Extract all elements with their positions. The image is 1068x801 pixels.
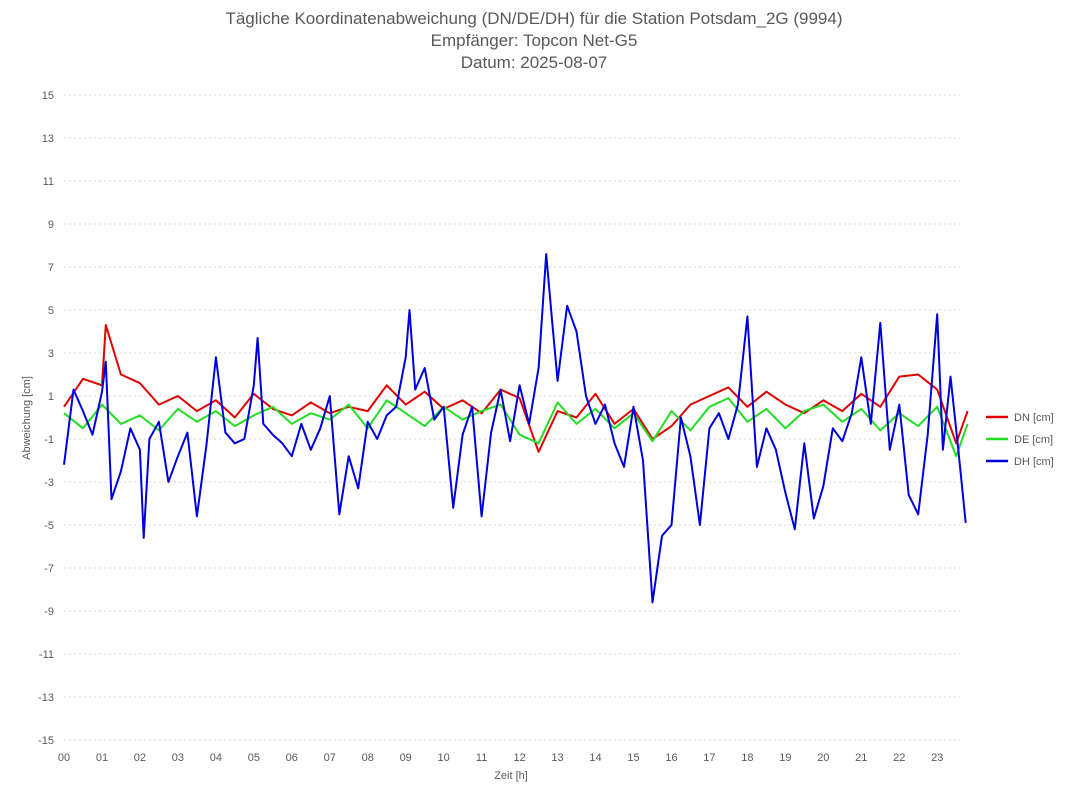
y-tick-label: 5 bbox=[48, 305, 54, 317]
y-tick-label: -11 bbox=[39, 649, 54, 661]
x-tick-label: 09 bbox=[400, 752, 412, 764]
x-tick-label: 05 bbox=[248, 752, 260, 764]
x-tick-label: 22 bbox=[893, 752, 905, 764]
grid-layer bbox=[64, 94, 960, 741]
x-tick-label: 14 bbox=[589, 752, 601, 764]
legend-label: DE [cm] bbox=[1014, 434, 1053, 446]
y-tick-label: 7 bbox=[48, 262, 54, 274]
x-tick-label: 16 bbox=[665, 752, 677, 764]
x-tick-label: 21 bbox=[855, 752, 867, 764]
y-tick-label: 9 bbox=[48, 219, 54, 231]
x-tick-label: 13 bbox=[551, 752, 563, 764]
x-tick-label: 19 bbox=[779, 752, 791, 764]
chart-subtitle-date: Datum: 2025-08-07 bbox=[460, 53, 608, 72]
x-tick-label: 08 bbox=[362, 752, 374, 764]
y-tick-label: 3 bbox=[48, 348, 54, 360]
x-tick-label: 12 bbox=[513, 752, 525, 764]
y-tick-label: 1 bbox=[48, 391, 54, 403]
x-tick-label: 17 bbox=[703, 752, 715, 764]
series-line-3 bbox=[63, 253, 967, 604]
y-tick-label: -15 bbox=[38, 735, 54, 747]
legend: DN [cm] DE [cm] DH [cm] bbox=[986, 412, 1054, 468]
y-axis-title: Abweichung [cm] bbox=[21, 376, 33, 460]
y-tick-label: 13 bbox=[42, 133, 54, 145]
y-tick-label: -5 bbox=[44, 520, 54, 532]
y-tick-label: -9 bbox=[44, 606, 54, 618]
x-tick-label: 03 bbox=[172, 752, 184, 764]
x-tick-label: 10 bbox=[438, 752, 450, 764]
x-tick-label: 00 bbox=[58, 752, 70, 764]
chart-title-block: Tägliche Koordinatenabweichung (DN/DE/DH… bbox=[0, 8, 1068, 74]
series-layer bbox=[63, 253, 969, 604]
x-tick-label: 04 bbox=[210, 752, 222, 764]
y-tick-label: -13 bbox=[38, 692, 54, 704]
x-tick-label: 11 bbox=[476, 752, 487, 764]
y-tick-label: -7 bbox=[44, 563, 54, 575]
x-tick-label: 23 bbox=[931, 752, 943, 764]
y-tick-label: -3 bbox=[44, 477, 54, 489]
x-axis-title: Zeit [h] bbox=[494, 770, 528, 782]
x-tick-label: 20 bbox=[817, 752, 829, 764]
series-line-2 bbox=[63, 397, 969, 458]
x-tick-label: 02 bbox=[134, 752, 146, 764]
legend-label: DH [cm] bbox=[1014, 456, 1054, 468]
x-tick-label: 01 bbox=[96, 752, 108, 764]
y-tick-label: 11 bbox=[43, 176, 54, 188]
y-tick-label: 15 bbox=[42, 90, 54, 102]
y-tick-label: -1 bbox=[44, 434, 54, 446]
x-tick-label: 18 bbox=[741, 752, 753, 764]
x-tick-label: 07 bbox=[324, 752, 336, 764]
legend-label: DN [cm] bbox=[1014, 412, 1054, 424]
x-tick-label: 06 bbox=[286, 752, 298, 764]
chart-subtitle-receiver: Empfänger: Topcon Net-G5 bbox=[430, 31, 638, 50]
series-line-1 bbox=[63, 324, 969, 453]
chart-title: Tägliche Koordinatenabweichung (DN/DE/DH… bbox=[225, 9, 843, 28]
y-tick-labels: 15 13 11 9 7 5 3 1 -1 -3 -5 -7 -9 -11 -13 -15 bbox=[38, 90, 54, 747]
x-tick-label: 15 bbox=[627, 752, 639, 764]
x-tick-labels: 00 01 02 03 04 05 06 07 08 09 10 11 12 13 14 15 16 17 18 19… bbox=[58, 752, 943, 764]
